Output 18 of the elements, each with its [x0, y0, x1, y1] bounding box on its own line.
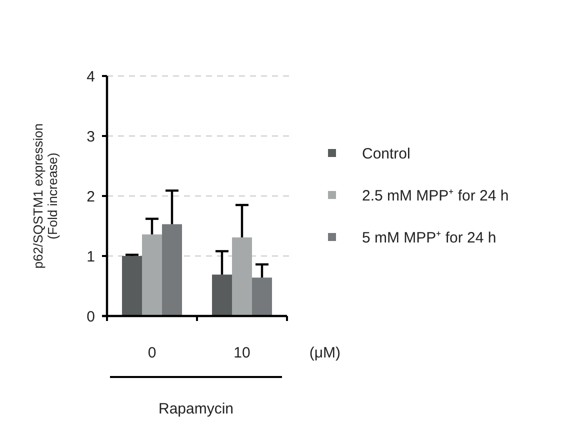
y-tick-label: 4 — [86, 68, 95, 86]
bar — [162, 224, 182, 316]
legend-label: 5 mM MPP⁺ for 24 h — [362, 229, 496, 246]
y-tick-label: 0 — [86, 308, 95, 326]
legend-label: 2.5 mM MPP⁺ for 24 h — [362, 187, 509, 204]
bar — [142, 234, 162, 316]
y-axis-title: p62/SQSTM1 expression (Fold increase) — [30, 123, 60, 269]
x-tick-label: 10 — [234, 344, 250, 362]
x-axis-title: Rapamycin — [158, 400, 234, 418]
text: (μM) — [309, 344, 341, 362]
y-tick-label: 1 — [86, 248, 95, 266]
bar — [122, 256, 142, 316]
bar — [252, 278, 272, 316]
legend-label: Control — [362, 145, 410, 162]
y-tick-label: 3 — [86, 128, 95, 146]
bar — [232, 237, 252, 316]
y-tick-label: 2 — [86, 188, 95, 206]
bar — [212, 274, 232, 316]
